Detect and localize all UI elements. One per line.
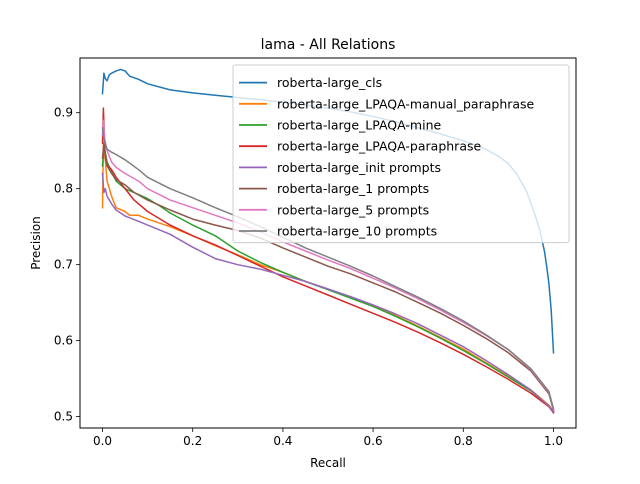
chart-title: lama - All Relations — [261, 37, 396, 53]
legend-label-2: roberta-large_LPAQA-mine — [277, 118, 442, 133]
x-tick-label: 1.0 — [544, 434, 563, 448]
x-tick-label: 0.6 — [364, 434, 383, 448]
y-tick-label: 0.9 — [54, 106, 73, 120]
y-axis: 0.5 0.6 0.7 0.8 0.9 — [54, 106, 80, 424]
series-line-4 — [101, 172, 555, 414]
y-tick-label: 0.7 — [54, 258, 73, 272]
y-tick-label: 0.6 — [54, 334, 73, 348]
series-line-3 — [101, 107, 555, 414]
x-tick-label: 0.0 — [93, 434, 112, 448]
legend-label-0: roberta-large_cls — [277, 75, 382, 90]
legend-label-6: roberta-large_5 prompts — [277, 202, 429, 217]
series-line-1 — [101, 142, 555, 413]
legend-box — [232, 64, 570, 244]
x-tick-label: 0.2 — [183, 434, 202, 448]
y-tick-label: 0.8 — [54, 182, 73, 196]
legend-label-4: roberta-large_init prompts — [277, 160, 441, 175]
legend-label-7: roberta-large_10 prompts — [277, 224, 437, 239]
legend-label-3: roberta-large_LPAQA-paraphrase — [277, 139, 481, 154]
legend-label-5: roberta-large_1 prompts — [277, 181, 429, 196]
x-axis-label: Recall — [310, 456, 346, 470]
plot-frame — [79, 57, 577, 429]
x-tick-label: 0.4 — [273, 434, 292, 448]
x-tick-label: 0.8 — [454, 434, 473, 448]
y-axis-label: Precision — [29, 216, 43, 270]
legend-label-1: roberta-large_LPAQA-manual_paraphrase — [277, 96, 535, 111]
x-axis: 0.0 0.2 0.4 0.6 0.8 1.0 — [93, 428, 563, 448]
y-tick-label: 0.5 — [54, 410, 73, 424]
legend: roberta-large_cls roberta-large_LPAQA-man… — [232, 64, 570, 244]
